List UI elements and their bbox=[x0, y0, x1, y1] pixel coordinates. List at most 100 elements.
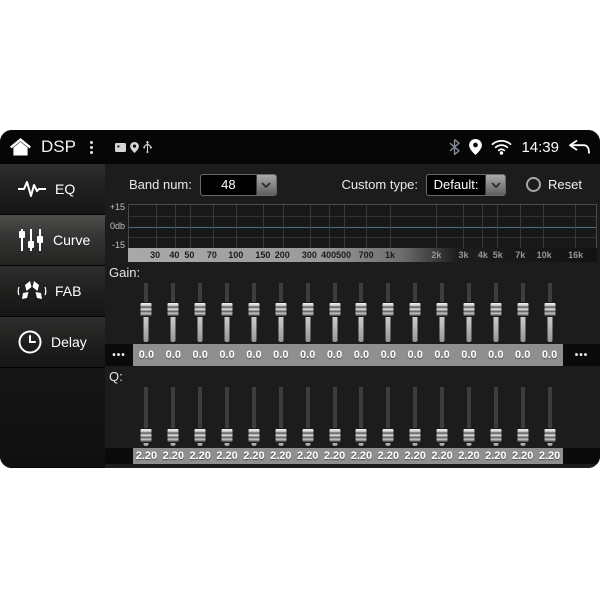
q-slider-4[interactable] bbox=[214, 386, 241, 448]
gain-page-left-button[interactable]: ••• bbox=[105, 344, 133, 366]
gain-slider-thumb[interactable] bbox=[516, 302, 530, 318]
sidebar-item-delay[interactable]: Delay bbox=[0, 317, 105, 368]
band-num-dropdown[interactable]: 48 bbox=[199, 173, 277, 196]
q-slider-thumb[interactable] bbox=[435, 428, 449, 444]
freq-gridline bbox=[436, 205, 438, 248]
q-slider-thumb[interactable] bbox=[193, 428, 207, 444]
sidebar-item-curve[interactable]: Curve bbox=[0, 215, 105, 266]
sidebar-item-eq[interactable]: EQ bbox=[0, 164, 105, 215]
gain-value-7: 0.0 bbox=[300, 349, 316, 361]
gain-slider-thumb[interactable] bbox=[354, 302, 368, 318]
gain-sliders-row bbox=[133, 282, 563, 344]
gain-value-16: 0.0 bbox=[541, 349, 558, 361]
y-axis-labels: +15 0db -15 bbox=[105, 202, 128, 250]
band-num-label: Band num: bbox=[129, 177, 192, 192]
gain-slider-thumb[interactable] bbox=[408, 302, 422, 318]
freq-gridline bbox=[309, 205, 311, 248]
gain-value-13: 0.0 bbox=[461, 349, 477, 361]
gain-slider-thumb[interactable] bbox=[274, 302, 288, 318]
q-slider-thumb[interactable] bbox=[274, 428, 288, 444]
q-slider-thumb[interactable] bbox=[381, 428, 395, 444]
freq-gridline bbox=[236, 205, 238, 248]
freq-tick-label: 30 bbox=[150, 250, 161, 260]
gain-slider-15[interactable] bbox=[509, 282, 536, 344]
q-slider-11[interactable] bbox=[402, 386, 429, 448]
gain-slider-thumb[interactable] bbox=[139, 302, 153, 318]
q-slider-thumb[interactable] bbox=[408, 428, 422, 444]
gain-slider-thumb[interactable] bbox=[193, 302, 207, 318]
gain-slider-thumb[interactable] bbox=[166, 302, 180, 318]
q-slider-thumb[interactable] bbox=[220, 428, 234, 444]
gain-slider-8[interactable] bbox=[321, 282, 348, 344]
gain-slider-thumb[interactable] bbox=[381, 302, 395, 318]
q-value-4: 2.20 bbox=[216, 450, 238, 462]
chevron-down-icon[interactable] bbox=[485, 174, 506, 195]
gain-slider-7[interactable] bbox=[294, 282, 321, 344]
q-slider-thumb[interactable] bbox=[462, 428, 476, 444]
eq-waveform-icon bbox=[17, 178, 47, 200]
sidebar-item-fab[interactable]: FAB bbox=[0, 266, 105, 317]
gain-slider-6[interactable] bbox=[267, 282, 294, 344]
q-slider-8[interactable] bbox=[321, 386, 348, 448]
reset-button[interactable]: Reset bbox=[526, 177, 582, 192]
q-slider-thumb[interactable] bbox=[247, 428, 261, 444]
q-slider-9[interactable] bbox=[348, 386, 375, 448]
q-slider-thumb[interactable] bbox=[516, 428, 530, 444]
q-slider-thumb[interactable] bbox=[166, 428, 180, 444]
gain-value-4: 0.0 bbox=[219, 349, 235, 361]
q-slider-5[interactable] bbox=[241, 386, 268, 448]
q-slider-15[interactable] bbox=[509, 386, 536, 448]
q-slider-16[interactable] bbox=[536, 386, 563, 448]
gain-slider-12[interactable] bbox=[429, 282, 456, 344]
reset-radio-icon[interactable] bbox=[526, 177, 542, 192]
gain-slider-thumb[interactable] bbox=[301, 302, 315, 318]
q-slider-thumb[interactable] bbox=[139, 428, 153, 444]
gain-slider-thumb[interactable] bbox=[220, 302, 234, 318]
gain-slider-10[interactable] bbox=[375, 282, 402, 344]
gain-slider-1[interactable] bbox=[133, 282, 160, 344]
gain-slider-thumb[interactable] bbox=[328, 302, 342, 318]
gain-slider-3[interactable] bbox=[187, 282, 214, 344]
gain-slider-14[interactable] bbox=[482, 282, 509, 344]
q-slider-thumb[interactable] bbox=[354, 428, 368, 444]
custom-type-dropdown[interactable]: Default: bbox=[426, 173, 507, 196]
gain-slider-thumb[interactable] bbox=[435, 302, 449, 318]
gain-slider-4[interactable] bbox=[214, 282, 241, 344]
home-icon[interactable] bbox=[10, 138, 31, 156]
q-slider-thumb[interactable] bbox=[301, 428, 315, 444]
q-slider-2[interactable] bbox=[160, 386, 187, 448]
overflow-menu-icon[interactable] bbox=[84, 138, 99, 157]
gain-page-right-button[interactable]: ••• bbox=[563, 344, 600, 366]
gain-slider-5[interactable] bbox=[241, 282, 268, 344]
gain-slider-11[interactable] bbox=[402, 282, 429, 344]
gain-value-9: 0.0 bbox=[353, 349, 370, 361]
gain-slider-9[interactable] bbox=[348, 282, 375, 344]
gain-slider-thumb[interactable] bbox=[462, 302, 476, 318]
q-slider-1[interactable] bbox=[133, 386, 160, 448]
gain-slider-thumb[interactable] bbox=[247, 302, 261, 318]
gain-slider-thumb[interactable] bbox=[489, 302, 503, 318]
q-slider-thumb[interactable] bbox=[543, 428, 557, 444]
y-tick-0db: 0db bbox=[109, 221, 125, 231]
wifi-icon bbox=[491, 139, 512, 155]
freq-tick-label: 200 bbox=[274, 250, 290, 260]
q-value-3: 2.20 bbox=[189, 450, 211, 462]
curve-panel: Band num: 48 Custom type: Default: bbox=[105, 164, 600, 468]
q-slider-13[interactable] bbox=[456, 386, 483, 448]
gain-slider-13[interactable] bbox=[456, 282, 483, 344]
back-icon[interactable] bbox=[568, 139, 590, 155]
q-slider-thumb[interactable] bbox=[328, 428, 342, 444]
q-value-12: 2.20 bbox=[431, 450, 453, 462]
freq-gridline bbox=[190, 205, 192, 248]
gain-slider-16[interactable] bbox=[536, 282, 563, 344]
gain-slider-thumb[interactable] bbox=[543, 302, 557, 318]
q-slider-thumb[interactable] bbox=[489, 428, 503, 444]
q-slider-6[interactable] bbox=[267, 386, 294, 448]
q-slider-10[interactable] bbox=[375, 386, 402, 448]
q-slider-14[interactable] bbox=[482, 386, 509, 448]
chevron-down-icon[interactable] bbox=[255, 174, 276, 195]
q-slider-7[interactable] bbox=[294, 386, 321, 448]
q-slider-3[interactable] bbox=[187, 386, 214, 448]
q-slider-12[interactable] bbox=[429, 386, 456, 448]
gain-slider-2[interactable] bbox=[160, 282, 187, 344]
